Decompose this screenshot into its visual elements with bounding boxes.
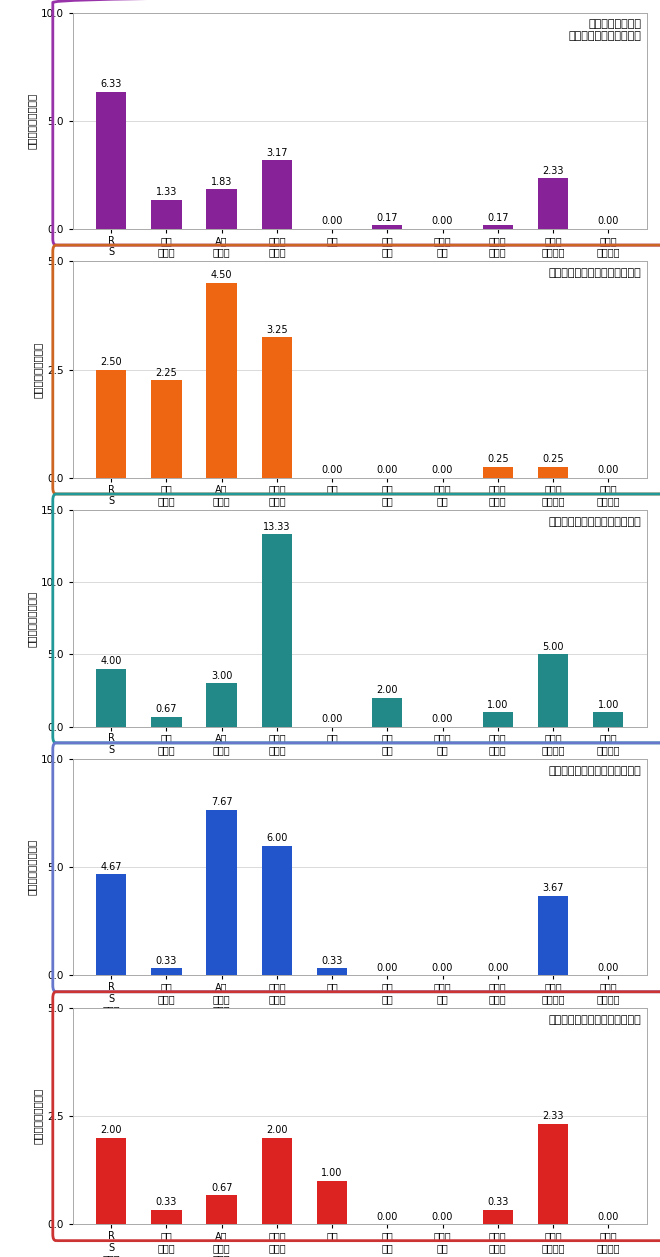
Bar: [262, 1138, 292, 1224]
Text: 0.25: 0.25: [542, 454, 564, 464]
Bar: [372, 698, 403, 727]
Text: 0.00: 0.00: [377, 465, 398, 475]
Text: 0.00: 0.00: [377, 1212, 398, 1222]
Text: 0.00: 0.00: [597, 963, 619, 973]
Text: 2.25: 2.25: [156, 368, 178, 378]
Y-axis label: 定点当たりの報告数: 定点当たりの報告数: [33, 1089, 43, 1144]
Bar: [593, 713, 623, 727]
Text: 2.33: 2.33: [543, 166, 564, 176]
Bar: [262, 337, 292, 478]
Bar: [538, 896, 568, 975]
Text: 堺区の疾患別定点当たり報告数: 堺区の疾患別定点当たり報告数: [548, 268, 641, 278]
Bar: [482, 713, 513, 727]
Bar: [538, 1124, 568, 1224]
Text: 0.00: 0.00: [321, 465, 343, 475]
Text: 0.00: 0.00: [432, 714, 453, 724]
Text: 0.00: 0.00: [432, 1212, 453, 1222]
Bar: [538, 178, 568, 229]
Text: 0.33: 0.33: [321, 955, 343, 965]
Bar: [96, 669, 127, 727]
Text: 2.00: 2.00: [100, 1125, 122, 1135]
Text: 6.00: 6.00: [266, 833, 288, 843]
Text: 4.00: 4.00: [100, 656, 122, 666]
Bar: [262, 534, 292, 727]
Bar: [96, 92, 127, 229]
Text: 0.67: 0.67: [211, 1183, 232, 1193]
Text: 0.00: 0.00: [432, 963, 453, 973]
Bar: [538, 466, 568, 478]
Bar: [317, 1182, 347, 1224]
Bar: [151, 968, 182, 975]
Text: 0.00: 0.00: [487, 963, 508, 973]
Bar: [151, 716, 182, 727]
Text: 3.17: 3.17: [266, 147, 288, 157]
Y-axis label: 定点当たりの報告数: 定点当たりの報告数: [26, 93, 36, 148]
Text: 0.00: 0.00: [597, 465, 619, 475]
Bar: [372, 225, 403, 229]
Text: 0.00: 0.00: [432, 465, 453, 475]
Bar: [482, 225, 513, 229]
Text: 0.33: 0.33: [156, 955, 177, 965]
Bar: [317, 968, 347, 975]
Text: 南区の疾患別定点当たり報告数: 南区の疾患別定点当たり報告数: [548, 1014, 641, 1024]
Text: 2.00: 2.00: [266, 1125, 288, 1135]
Bar: [262, 846, 292, 975]
Bar: [151, 381, 182, 478]
Text: 13.33: 13.33: [263, 522, 290, 532]
Text: 0.00: 0.00: [597, 1212, 619, 1222]
Text: 0.00: 0.00: [432, 216, 453, 226]
Bar: [207, 684, 237, 727]
Text: 4.50: 4.50: [211, 270, 232, 280]
Text: 0.00: 0.00: [321, 216, 343, 226]
Text: 0.17: 0.17: [377, 212, 398, 222]
Text: 3.67: 3.67: [543, 884, 564, 894]
Text: 1.33: 1.33: [156, 187, 177, 197]
Bar: [96, 370, 127, 478]
Text: 0.67: 0.67: [156, 704, 177, 714]
Bar: [207, 810, 237, 975]
Text: 北・東・美原区の
疾患別定点当たり報告数: 北・東・美原区の 疾患別定点当たり報告数: [568, 19, 641, 40]
Bar: [207, 1195, 237, 1224]
Bar: [538, 655, 568, 727]
Bar: [482, 1210, 513, 1224]
Text: 2.50: 2.50: [100, 357, 122, 367]
Text: 2.00: 2.00: [377, 685, 398, 695]
Bar: [96, 1138, 127, 1224]
Text: 3.00: 3.00: [211, 671, 232, 681]
Text: 1.00: 1.00: [597, 700, 619, 709]
Text: 6.33: 6.33: [100, 79, 122, 89]
Text: 0.00: 0.00: [597, 216, 619, 226]
Bar: [482, 466, 513, 478]
Text: 0.17: 0.17: [487, 212, 508, 222]
Bar: [207, 190, 237, 229]
Y-axis label: 定点当たりの報告数: 定点当たりの報告数: [33, 342, 43, 397]
Y-axis label: 定点当たりの報告数: 定点当たりの報告数: [26, 840, 36, 895]
Text: 西区の疾患別定点当たり報告数: 西区の疾患別定点当たり報告数: [548, 517, 641, 527]
Text: 0.00: 0.00: [321, 714, 343, 724]
Text: 3.25: 3.25: [266, 324, 288, 334]
Bar: [96, 875, 127, 975]
Text: 中区の疾患別定点当たり報告数: 中区の疾患別定点当たり報告数: [548, 766, 641, 776]
Bar: [207, 283, 237, 478]
Text: 1.00: 1.00: [321, 1169, 343, 1179]
Bar: [262, 160, 292, 229]
Text: 0.00: 0.00: [377, 963, 398, 973]
Text: 0.25: 0.25: [487, 454, 509, 464]
Text: 1.83: 1.83: [211, 177, 232, 186]
Text: 1.00: 1.00: [487, 700, 508, 709]
Text: 0.33: 0.33: [487, 1198, 508, 1208]
Text: 4.67: 4.67: [100, 862, 122, 872]
Bar: [151, 1210, 182, 1224]
Text: 0.33: 0.33: [156, 1198, 177, 1208]
Text: 2.33: 2.33: [543, 1111, 564, 1121]
Text: 7.67: 7.67: [211, 797, 232, 807]
Y-axis label: 定点当たりの報告数: 定点当たりの報告数: [26, 591, 36, 646]
Text: 5.00: 5.00: [543, 642, 564, 652]
Bar: [151, 200, 182, 229]
